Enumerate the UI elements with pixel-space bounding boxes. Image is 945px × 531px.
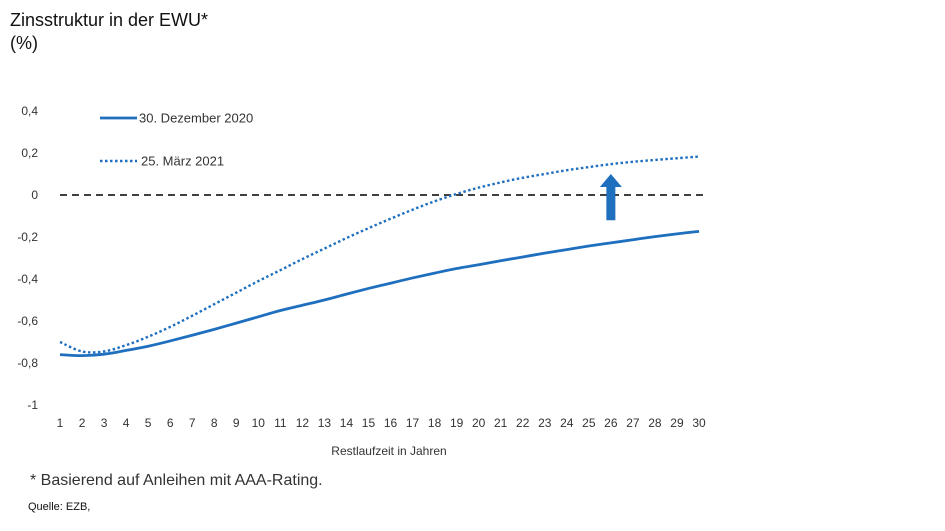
footnote: * Basierend auf Anleihen mit AAA-Rating. — [30, 472, 323, 489]
x-tick-label: 8 — [211, 416, 218, 430]
x-tick-label: 27 — [626, 416, 640, 430]
x-tick-label: 14 — [340, 416, 354, 430]
x-tick-label: 28 — [648, 416, 662, 430]
x-tick-label: 25 — [582, 416, 596, 430]
y-tick-label: 0,4 — [21, 104, 38, 118]
x-tick-label: 3 — [101, 416, 108, 430]
series-line-1 — [59, 229, 700, 358]
y-tick-label: -0,2 — [17, 230, 38, 244]
y-tick-label: -0,8 — [17, 356, 38, 370]
x-tick-label: 15 — [362, 416, 376, 430]
x-tick-label: 22 — [516, 416, 530, 430]
x-tick-label: 1 — [57, 416, 64, 430]
legend-label: 30. Dezember 2020 — [139, 111, 253, 126]
x-tick-label: 24 — [560, 416, 574, 430]
x-tick-label: 4 — [123, 416, 130, 430]
unit-label: (%) — [10, 33, 38, 53]
x-tick-label: 13 — [318, 416, 332, 430]
y-tick-label: -0,4 — [17, 272, 38, 286]
y-tick-label: 0,2 — [21, 146, 38, 160]
chart-title: Zinsstruktur in der EWU* — [10, 10, 209, 30]
y-tick-label: -1 — [27, 398, 38, 412]
up-arrow — [599, 174, 622, 221]
y-tick-label: -0,6 — [17, 314, 38, 328]
x-tick-label: 20 — [472, 416, 486, 430]
x-tick-label: 19 — [450, 416, 464, 430]
x-tick-label: 7 — [189, 416, 196, 430]
x-tick-label: 26 — [604, 416, 618, 430]
x-tick-label: 16 — [384, 416, 398, 430]
x-tick-label: 12 — [296, 416, 310, 430]
series-line-2 — [59, 155, 700, 354]
x-tick-label: 9 — [233, 416, 240, 430]
x-tick-label: 29 — [670, 416, 684, 430]
x-tick-label: 30 — [692, 416, 706, 430]
source-note: Quelle: EZB, — [28, 501, 91, 513]
y-tick-label: 0 — [31, 188, 38, 202]
x-tick-label: 17 — [406, 416, 420, 430]
x-tick-label: 5 — [145, 416, 152, 430]
x-tick-label: 18 — [428, 416, 442, 430]
x-axis-label: Restlaufzeit in Jahren — [331, 444, 446, 458]
x-tick-label: 21 — [494, 416, 508, 430]
legend-label: 25. März 2021 — [141, 154, 224, 169]
x-tick-label: 23 — [538, 416, 552, 430]
x-tick-label: 11 — [274, 416, 287, 430]
x-tick-label: 10 — [252, 416, 266, 430]
x-tick-label: 2 — [79, 416, 86, 430]
x-tick-label: 6 — [167, 416, 174, 430]
